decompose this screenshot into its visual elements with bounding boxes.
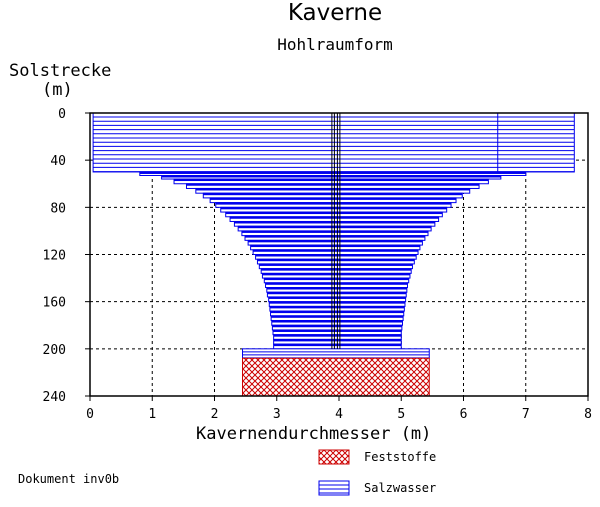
salzwasser-layer-edge: [215, 202, 452, 205]
chart-subtitle: Hohlraumform: [277, 35, 393, 54]
legend-swatch-feststoffe: [318, 449, 350, 465]
y-tick-label: 240: [43, 390, 66, 405]
salzwasser-layer-edge: [265, 282, 408, 285]
y-tick-label: 120: [43, 249, 66, 264]
document-label: Dokument inv0b: [18, 472, 120, 486]
y-tick-label: 200: [43, 343, 66, 358]
y-axis-unit: (m): [42, 80, 73, 100]
salzwasser-layer-edge: [245, 235, 425, 238]
salzwasser-layer-edge: [267, 292, 407, 295]
salzwasser-layer-edge: [250, 245, 420, 248]
salzwasser-layer-edge: [203, 193, 463, 196]
y-tick-label: 0: [58, 107, 66, 122]
y-tick-label: 160: [43, 296, 66, 311]
y-axis-label: Solstrecke: [9, 61, 112, 81]
salzwasser-layer-edge: [195, 188, 470, 191]
legend-label: Salzwasser: [364, 481, 436, 495]
x-axis-label: Kavernendurchmesser (m): [196, 424, 432, 444]
feststoffe-region: [242, 357, 430, 397]
x-tick-label: 7: [522, 407, 530, 422]
y-tick-label: 80: [50, 201, 66, 216]
x-tick-label: 4: [335, 407, 343, 422]
salzwasser-layer-edge: [259, 263, 413, 266]
x-tick-label: 3: [273, 407, 281, 422]
salzwasser-layer-edge: [262, 273, 410, 276]
salzwasser-layer-edge: [266, 287, 407, 290]
x-tick-label: 5: [397, 407, 405, 422]
salzwasser-layer-edge: [261, 268, 412, 271]
salzwasser-sump: [242, 348, 430, 359]
salzwasser-layer-edge: [253, 249, 419, 252]
salzwasser-layer-edge: [139, 171, 526, 174]
salzwasser-layer-edge: [255, 254, 417, 257]
y-tick-label: 40: [50, 154, 66, 169]
legend-label: Feststoffe: [364, 450, 436, 464]
salzwasser-layer-edge: [264, 278, 409, 281]
x-tick-label: 1: [148, 407, 156, 422]
salzwasser-layer-edge: [174, 179, 489, 182]
salzwasser-layer-edge: [241, 230, 429, 233]
salzwasser-layer-edge: [210, 197, 457, 200]
x-tick-label: 2: [211, 407, 219, 422]
salzwasser-layer-edge: [257, 259, 415, 262]
x-tick-label: 8: [584, 407, 592, 422]
x-tick-label: 0: [86, 407, 94, 422]
salzwasser-layer-edge: [248, 240, 423, 243]
salzwasser-layer-edge: [161, 175, 501, 178]
salzwasser-layer-edge: [186, 183, 480, 186]
salzwasser-layer-edge: [220, 207, 447, 210]
x-tick-label: 6: [460, 407, 468, 422]
chart-title: Kaverne: [287, 0, 383, 26]
